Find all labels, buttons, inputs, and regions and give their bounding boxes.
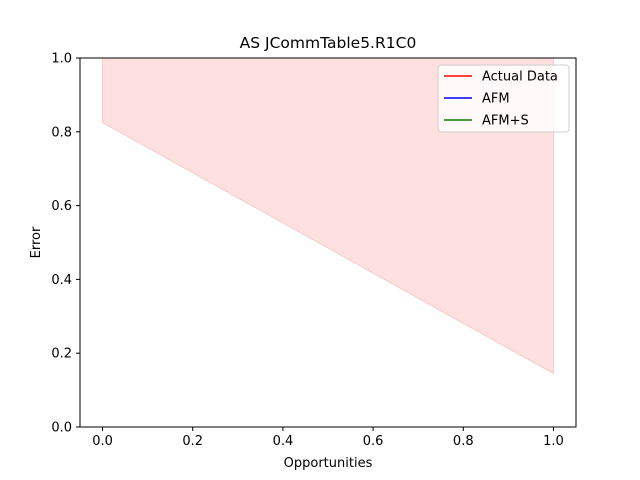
x-tick-label: 0.8 bbox=[453, 434, 474, 449]
y-tick-label: 0.4 bbox=[51, 273, 72, 288]
y-axis-label: Error bbox=[29, 226, 44, 258]
legend: Actual Data AFM AFM+S bbox=[437, 64, 570, 133]
x-axis-label: Opportunities bbox=[284, 456, 373, 471]
y-tick-label: 0.8 bbox=[51, 125, 72, 140]
x-tick-label: 0.4 bbox=[273, 434, 294, 449]
legend-entry: Actual Data bbox=[482, 70, 558, 85]
x-tick-label: 0.6 bbox=[363, 434, 384, 449]
y-tick-label: 0.2 bbox=[51, 347, 72, 362]
chart-title: AS JCommTable5.R1C0 bbox=[240, 34, 417, 52]
y-tick-label: 0.6 bbox=[51, 199, 72, 214]
legend-entry: AFM+S bbox=[482, 114, 529, 129]
y-axis: 0.0 0.2 0.4 0.6 0.8 1.0 bbox=[51, 52, 80, 436]
x-tick-label: 0.0 bbox=[92, 434, 113, 449]
y-tick-label: 1.0 bbox=[51, 52, 72, 67]
legend-entry: AFM bbox=[482, 92, 510, 107]
x-tick-label: 1.0 bbox=[543, 434, 564, 449]
x-axis: 0.0 0.2 0.4 0.6 0.8 1.0 bbox=[92, 427, 564, 449]
y-tick-label: 0.0 bbox=[51, 421, 72, 436]
legend-box bbox=[437, 64, 570, 133]
x-tick-label: 0.2 bbox=[182, 434, 203, 449]
plot-area-frame bbox=[79, 57, 577, 428]
